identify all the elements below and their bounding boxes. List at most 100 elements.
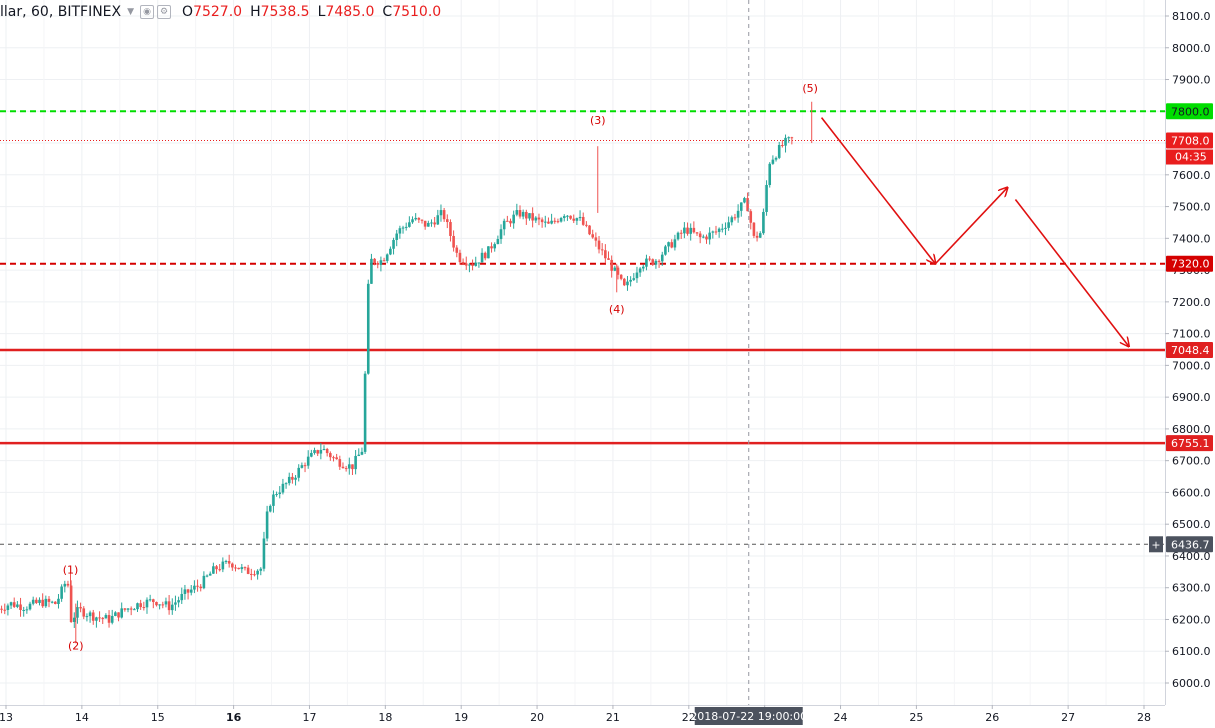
price-tick-label: 7600.0 <box>1172 169 1211 182</box>
candle-body <box>651 259 655 265</box>
price-tag-bg <box>1166 132 1213 149</box>
settings-icon[interactable]: ⚙ <box>157 5 172 19</box>
candle-body <box>556 221 560 223</box>
candle-body <box>499 229 503 240</box>
candle-body <box>354 455 357 470</box>
candle-body <box>133 609 136 611</box>
candle-body <box>370 258 373 284</box>
candle-body <box>660 254 664 262</box>
candle-body <box>72 617 76 622</box>
time-axis[interactable]: 131415161718192021222324252627282018-07-… <box>0 705 1165 728</box>
candle-body <box>325 448 329 454</box>
candle-body <box>717 228 721 232</box>
horizontal-levels[interactable] <box>0 110 1165 545</box>
candle-body <box>531 213 534 221</box>
candle-body <box>401 227 405 229</box>
candle-body <box>193 585 196 590</box>
candle-body <box>762 211 765 234</box>
candle-body <box>107 615 111 623</box>
candle-body <box>351 464 354 470</box>
candle-body <box>22 609 26 611</box>
candle-body <box>445 219 449 223</box>
candle-body <box>117 612 120 618</box>
candle-body <box>534 217 538 221</box>
candle-body <box>35 599 38 603</box>
candle-body <box>588 225 591 235</box>
candle-body <box>6 605 10 610</box>
candle-body <box>765 184 768 212</box>
candle-body <box>253 574 256 576</box>
candle-body <box>335 457 338 460</box>
candle-body <box>743 198 746 203</box>
candle-body <box>281 483 285 493</box>
candle-body <box>227 561 231 564</box>
price-axis[interactable]: 6000.0 6100.0 6200.0 6300.0 6400.0 6500.0 6600… <box>1165 0 1215 728</box>
candle-body <box>483 252 487 259</box>
candle-body <box>385 254 389 261</box>
candle-body <box>44 598 48 607</box>
candle-body <box>404 226 408 228</box>
candle-body <box>180 593 184 601</box>
candle-body <box>177 600 180 603</box>
candle-body <box>632 278 636 280</box>
time-tick-label: 20 <box>530 711 544 724</box>
price-tick-label: 7500.0 <box>1172 201 1211 214</box>
candle-body <box>480 252 484 263</box>
candle-body <box>708 232 711 240</box>
candle-body <box>585 224 588 226</box>
candle-body <box>161 604 165 606</box>
candle-body <box>259 568 263 571</box>
price-tick-label: 6300.0 <box>1172 582 1211 595</box>
candle-body <box>525 211 528 219</box>
candle-body <box>275 494 278 496</box>
candle-body <box>468 264 471 266</box>
candle-body <box>777 145 781 158</box>
plus-icon[interactable]: + <box>1151 538 1160 551</box>
candle-body <box>310 452 313 457</box>
price-tick-label: 8000.0 <box>1172 42 1211 55</box>
candle-body <box>278 492 282 495</box>
eye-icon[interactable]: ◉ <box>140 5 155 19</box>
candle-body <box>155 602 158 606</box>
time-tick-label: 28 <box>1137 711 1151 724</box>
candle-body <box>502 220 506 230</box>
candle-body <box>50 601 54 603</box>
candle-body <box>142 607 146 609</box>
price-tag-label: 7800.0 <box>1171 105 1210 118</box>
candle-body <box>129 608 133 610</box>
candle-body <box>167 601 171 611</box>
projection-up-arrow[interactable] <box>934 188 1007 265</box>
candle-body <box>417 217 421 220</box>
candle-body <box>85 616 89 618</box>
chevron-down-icon[interactable]: ▼ <box>127 7 135 17</box>
candle-body <box>54 601 57 605</box>
candle-body <box>676 232 680 240</box>
candle-body <box>506 220 509 222</box>
candle-body <box>670 242 674 248</box>
wave-label: (1) <box>63 563 79 576</box>
candle-body <box>332 457 335 459</box>
projection-down-arrow-2[interactable] <box>1014 199 1128 347</box>
projection-arrows[interactable] <box>820 117 1129 347</box>
price-tick-label: 7900.0 <box>1172 74 1211 87</box>
candle-body <box>408 222 411 227</box>
symbol-label[interactable]: llar, 60, BITFINEX <box>0 4 122 20</box>
candle-body <box>104 615 108 619</box>
candle-body <box>664 246 667 255</box>
time-tick-label: 17 <box>302 711 316 724</box>
candle-body <box>411 219 414 223</box>
crosshair-time-box <box>694 707 803 725</box>
candle-body <box>604 250 607 259</box>
candle-body <box>771 159 775 164</box>
candle-body <box>240 567 244 570</box>
candle-body <box>537 217 541 220</box>
candle-body <box>398 228 402 234</box>
projection-down-arrow-1[interactable] <box>820 117 936 264</box>
countdown-label: 04:35 <box>1175 151 1207 164</box>
candle-body <box>316 450 319 454</box>
candle-body <box>575 218 579 221</box>
candle-body <box>389 248 392 255</box>
candle-body <box>458 252 462 263</box>
candle-body <box>145 599 149 608</box>
